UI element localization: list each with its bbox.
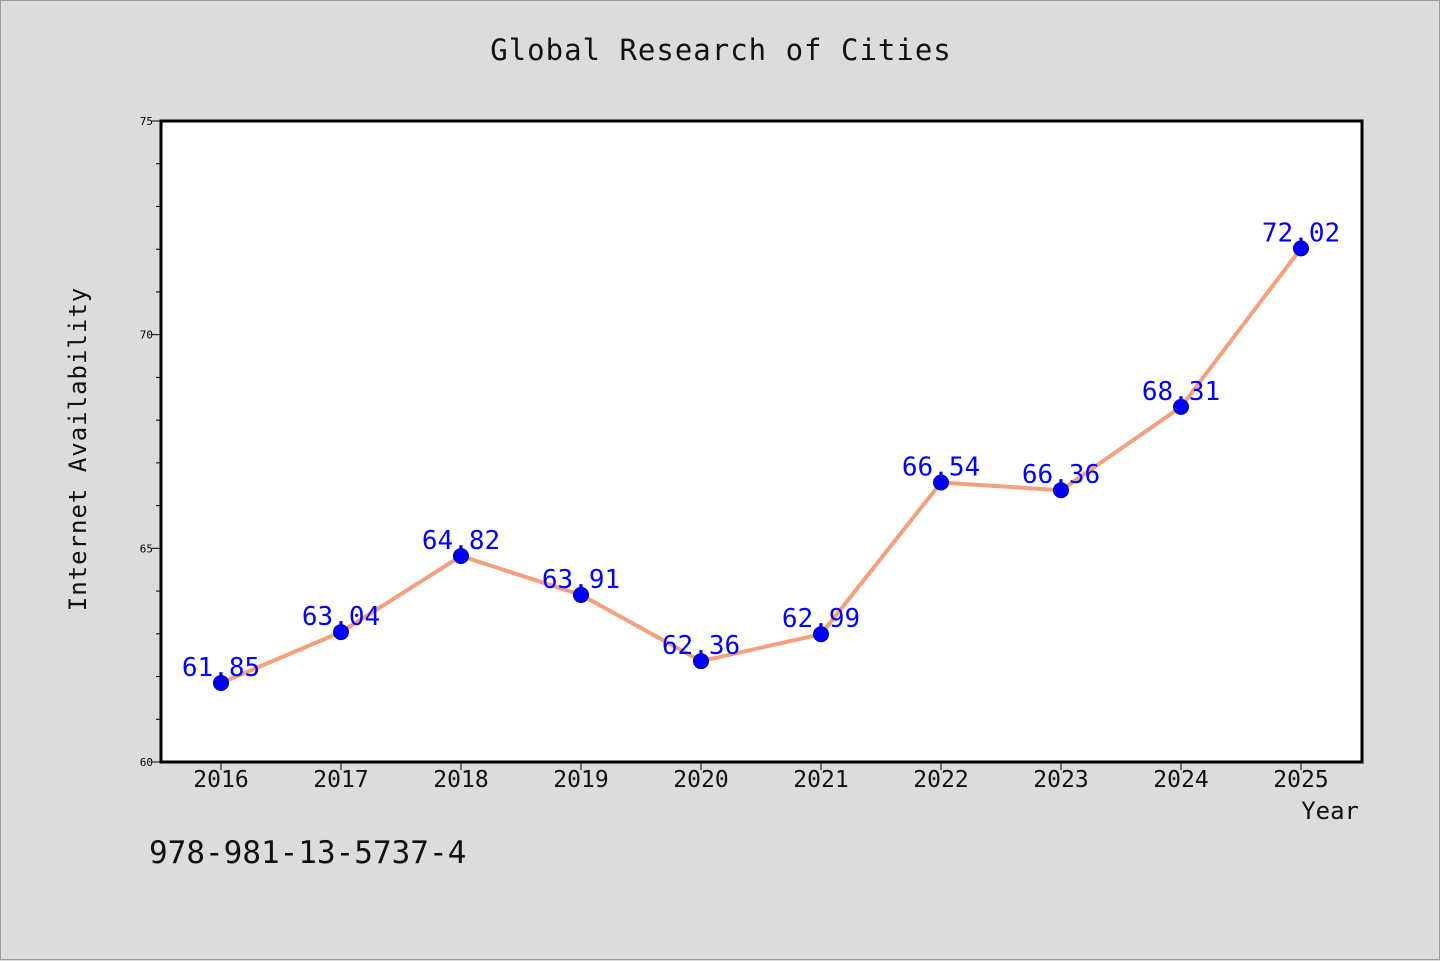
x-tick-label: 2024 [1153, 767, 1208, 793]
x-tick-label: 2017 [313, 767, 368, 793]
y-tick-label: 65 [140, 542, 153, 555]
data-label: 66.54 [902, 453, 980, 483]
data-label: 66.36 [1022, 460, 1100, 490]
series-line [219, 246, 1303, 685]
x-tick-label: 2025 [1273, 767, 1328, 793]
data-point [813, 626, 829, 643]
data-label: 63.04 [302, 602, 380, 632]
data-point [333, 624, 349, 641]
y-tick-label: 70 [140, 329, 153, 342]
data-label: 62.99 [782, 604, 860, 634]
data-point [1053, 482, 1069, 499]
x-tick-label: 2018 [433, 767, 488, 793]
y-tick-label: 60 [140, 756, 153, 769]
data-label: 61.85 [182, 653, 260, 683]
y-tick-label: 75 [140, 115, 153, 128]
data-label: 68.31 [1142, 377, 1220, 407]
x-tick-label: 2016 [193, 767, 248, 793]
y-axis-title: Internet Availability [64, 286, 92, 612]
x-tick-label: 2021 [793, 767, 848, 793]
chart-title: Global Research of Cities [490, 33, 952, 67]
x-tick-label: 2023 [1033, 767, 1088, 793]
data-label: 63.91 [542, 565, 620, 595]
data-point [213, 674, 229, 691]
data-point [693, 653, 709, 670]
x-tick-label: 2019 [553, 767, 608, 793]
data-point [573, 586, 589, 603]
data-label: 62.36 [662, 631, 740, 661]
data-label: 72.02 [1262, 218, 1340, 248]
x-tick-label: 2020 [673, 767, 728, 793]
data-point [453, 548, 469, 565]
data-point [1293, 240, 1309, 257]
plot-frame [159, 119, 1364, 764]
data-point [933, 474, 949, 491]
data-label: 64.82 [422, 526, 500, 556]
plot-area [161, 121, 1362, 762]
x-tick-label: 2022 [913, 767, 968, 793]
x-axis-title: Year [1301, 797, 1359, 825]
isbn-annotation: 978-981-13-5737-4 [149, 835, 467, 871]
data-point [1173, 398, 1189, 415]
